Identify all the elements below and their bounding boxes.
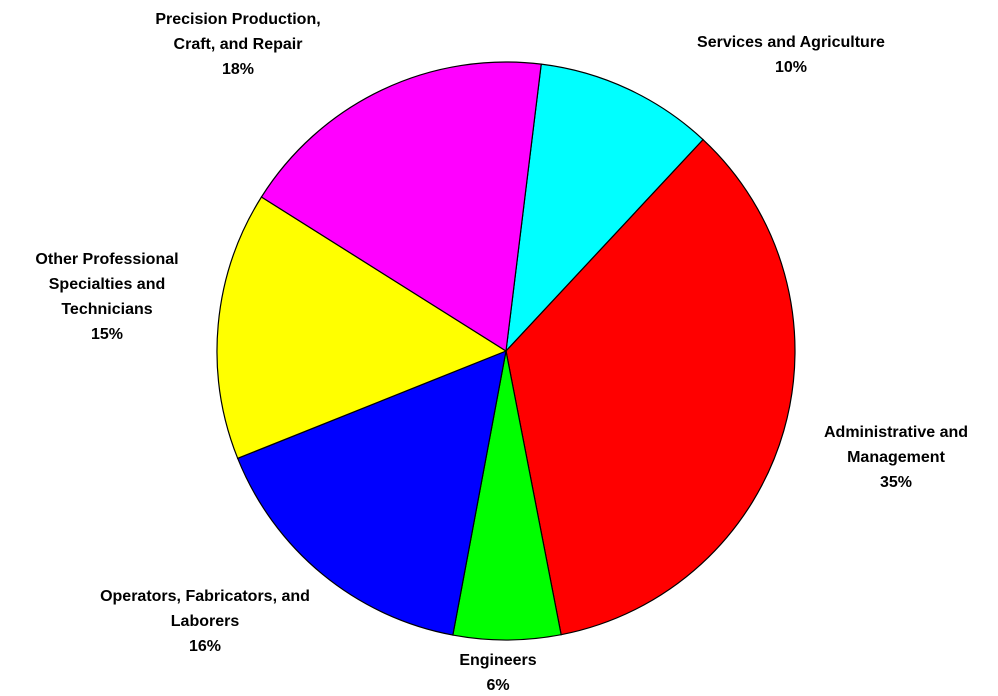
slice-percent: 6%: [486, 677, 510, 694]
slice-percent: 16%: [188, 638, 222, 655]
pie-slice: [216, 196, 508, 460]
slice-percent: 35%: [879, 474, 913, 491]
slice-label: Services and Agriculture 10%: [641, 30, 941, 80]
slice-percent: 10%: [774, 59, 808, 76]
pie-slice: [505, 63, 704, 353]
pie-slice: [505, 138, 796, 636]
slice-name: Services and Agriculture: [697, 34, 885, 51]
slice-percent: 15%: [90, 326, 124, 343]
slice-name: Engineers: [459, 652, 537, 669]
slice-name: Precision Production, Craft, and Repair: [155, 11, 321, 53]
slice-name: Operators, Fabricators, and Laborers: [100, 588, 310, 630]
slice-name: Other Professional Specialties and Techn…: [35, 251, 179, 318]
slice-name: Administrative and Management: [823, 424, 969, 466]
slice-label: Administrative and Management 35%: [796, 420, 996, 495]
slice-label: Precision Production, Craft, and Repair 1…: [133, 7, 343, 82]
pie-slice: [260, 61, 542, 353]
slice-percent: 18%: [221, 61, 255, 78]
slice-label: Engineers 6%: [418, 648, 578, 696]
slice-label: Other Professional Specialties and Techn…: [2, 247, 212, 347]
slice-label: Operators, Fabricators, and Laborers 16%: [85, 584, 325, 659]
pie-slice: [236, 350, 507, 636]
